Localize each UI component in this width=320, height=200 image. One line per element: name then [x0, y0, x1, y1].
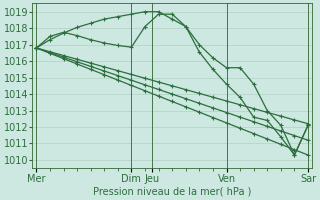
X-axis label: Pression niveau de la mer( hPa ): Pression niveau de la mer( hPa ) [93, 187, 251, 197]
